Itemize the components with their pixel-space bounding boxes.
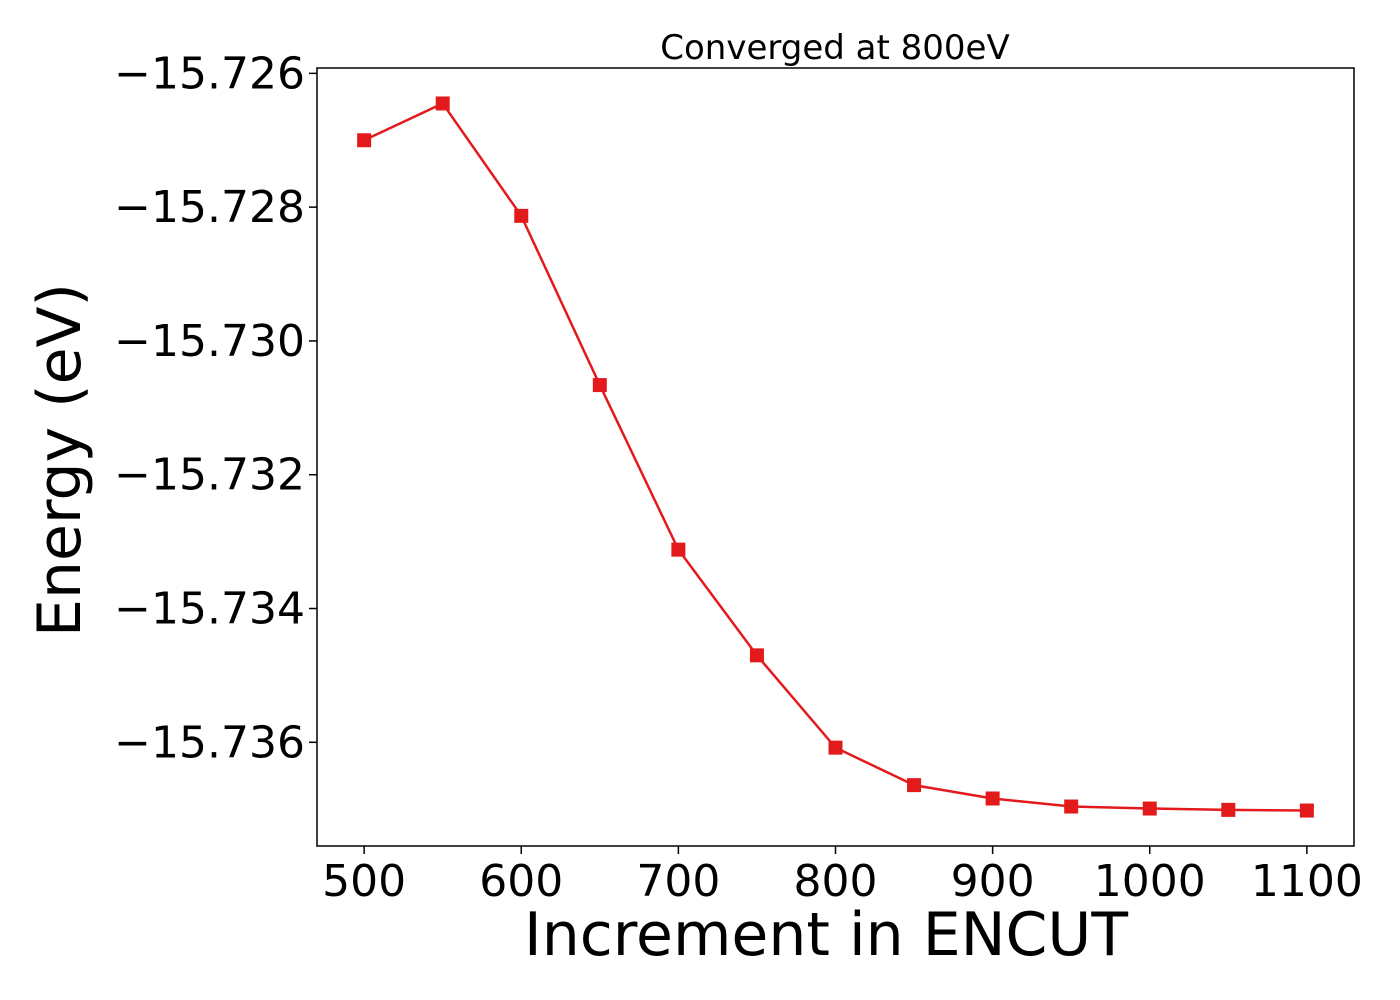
y-tick-label: −15.734: [114, 584, 305, 635]
y-tick-label: −15.726: [114, 48, 305, 99]
y-tick-label: −15.732: [114, 450, 305, 501]
x-tick-label: 500: [322, 856, 406, 907]
y-tick-label: −15.730: [114, 316, 305, 367]
series-layer: [357, 96, 1314, 818]
data-point: [1299, 803, 1314, 818]
y-axis-label: Energy (eV): [25, 283, 95, 637]
y-axis: −15.726 −15.728 −15.730 −15.732 −15.734 −15.7…: [114, 48, 317, 768]
data-point: [357, 133, 372, 148]
x-tick-label: 900: [951, 856, 1035, 907]
plot-frame: [316, 67, 1355, 847]
series-line: [363, 101, 1307, 812]
x-tick-label: 1100: [1251, 856, 1363, 907]
x-tick-label: 800: [794, 856, 878, 907]
x-tick-label: 700: [636, 856, 720, 907]
data-point: [1142, 801, 1157, 816]
y-tick-label: −15.728: [114, 182, 305, 233]
x-axis: 500 600 700 800 900 1000 1100: [322, 846, 1363, 907]
data-point: [985, 791, 1000, 806]
data-point: [907, 778, 922, 793]
data-point: [1064, 799, 1079, 814]
x-tick-label: 600: [479, 856, 563, 907]
data-point: [592, 378, 607, 393]
data-point: [1221, 802, 1236, 817]
data-point: [435, 96, 450, 111]
data-point: [514, 208, 529, 223]
data-point: [671, 542, 686, 557]
chart-title: Converged at 800eV: [660, 28, 1009, 68]
data-point: [749, 648, 764, 663]
x-tick-label: 1000: [1094, 856, 1206, 907]
data-point: [828, 740, 843, 755]
y-tick-label: −15.736: [114, 717, 305, 768]
x-axis-label: Increment in ENCUT: [524, 900, 1128, 970]
